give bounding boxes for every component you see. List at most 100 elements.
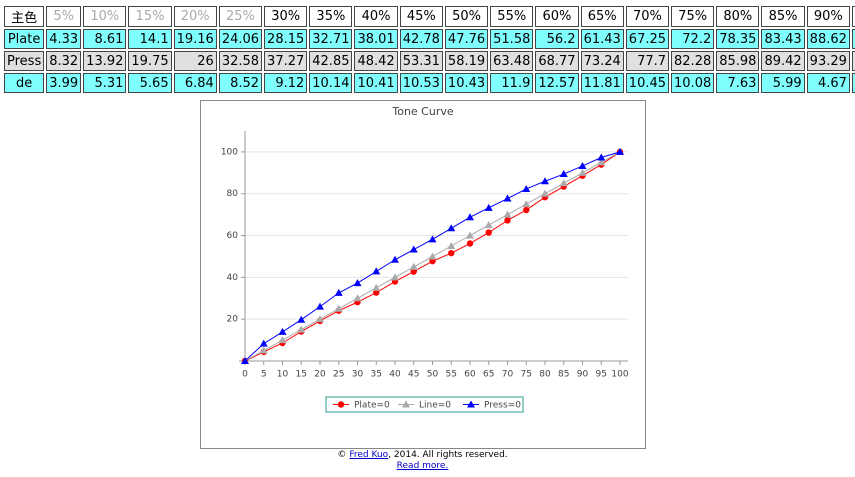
y-tick-label: 20 [227, 315, 239, 325]
table-cell: 11.9 [490, 73, 534, 93]
point [428, 252, 437, 260]
point [578, 161, 587, 169]
x-tick-label: 50 [427, 370, 439, 380]
table-cell: 9.12 [264, 73, 308, 93]
point [447, 224, 456, 232]
point [504, 217, 511, 224]
table-cell: 55% [490, 6, 534, 27]
table-cell: 4.67 [806, 73, 850, 93]
copyright-sign: © [337, 450, 347, 460]
table-cell: 10.53 [399, 73, 443, 93]
table-cell: 6.84 [173, 73, 217, 93]
point [259, 339, 268, 347]
table-cell: 95% [851, 6, 855, 27]
table-cell: 42.78 [399, 29, 443, 49]
point [616, 147, 624, 155]
table-cell: 37.27 [264, 51, 308, 71]
table-cell: 10.45 [625, 73, 670, 93]
point [316, 315, 324, 323]
point [522, 200, 531, 208]
x-tick-label: 0 [242, 370, 248, 380]
table-cell: 80% [716, 6, 760, 27]
table-cell: 78.35 [716, 29, 760, 49]
point [259, 346, 268, 354]
x-tick-label: 80 [539, 370, 551, 380]
x-tick-label: 35 [371, 370, 382, 380]
legend-marker [337, 401, 345, 408]
table-cell: 63.48 [490, 51, 534, 71]
point [372, 283, 381, 291]
table-cell: 5.65 [128, 73, 172, 93]
table-cell: 38.01 [354, 29, 398, 49]
read-more-link[interactable]: Read more. [396, 461, 449, 471]
x-tick-label: 30 [352, 370, 364, 380]
table-cell: 10.41 [354, 73, 398, 93]
point [559, 179, 568, 187]
x-tick-label: 90 [577, 370, 589, 380]
point [559, 170, 568, 178]
table-cell: 8.52 [218, 73, 263, 93]
table-cell: 72.2 [671, 29, 715, 49]
table-cell: 19.75 [128, 51, 172, 71]
table-cell: 13.92 [83, 51, 127, 71]
y-tick-label: 80 [227, 189, 239, 199]
x-tick-label: 40 [389, 370, 401, 380]
point [541, 189, 549, 197]
table-cell: de [4, 73, 45, 93]
table-row: Plate 4.33 8.61 14.1 19.16 24.06 28.15 32.71 38.… [4, 29, 855, 49]
data-table: 主色 5% 10% 15% 20% 25% 30% 35% 40% 45% 50% 55% 60% 65%… [2, 4, 855, 95]
table-cell: 42.85 [309, 51, 353, 71]
x-tick-label: 5 [261, 370, 267, 380]
y-tick-label: 40 [227, 273, 239, 283]
legend-marker [467, 400, 475, 408]
table-cell: 28.15 [264, 29, 308, 49]
point [391, 273, 399, 281]
x-tick-label: 100 [611, 370, 628, 380]
table-cell: 68.77 [535, 51, 579, 71]
x-tick-label: 75 [521, 370, 532, 380]
table-cell: Plate [4, 29, 45, 49]
table-cell: 24.06 [218, 29, 263, 49]
table-cell: 10% [83, 6, 127, 27]
legend-marker [402, 400, 410, 408]
legend-box [325, 396, 524, 413]
legend-label: Line=0 [419, 401, 451, 411]
table-cell: 67.25 [625, 29, 670, 49]
point [373, 289, 380, 296]
table-cell: 15% [128, 6, 172, 27]
copyright-text: , 2014. All rights reserved. [388, 450, 508, 460]
table-cell: 30% [264, 6, 308, 27]
point [316, 302, 324, 310]
legend-label: Plate=0 [354, 401, 390, 411]
point [522, 184, 531, 192]
table-cell: 85% [761, 6, 805, 27]
table-cell: 93.29 [806, 51, 850, 71]
point [409, 262, 418, 270]
point [597, 153, 606, 161]
point [466, 240, 474, 247]
point [391, 255, 399, 263]
x-tick-label: 10 [277, 370, 289, 380]
table-cell: 14.1 [128, 29, 172, 49]
x-tick-label: 55 [446, 370, 457, 380]
point [448, 249, 455, 257]
point [353, 294, 362, 302]
point [297, 315, 306, 323]
author-link[interactable]: Fred Kuo [349, 450, 389, 460]
point [597, 158, 606, 166]
table-cell: 65% [580, 6, 624, 27]
chart-frame: Tone Curve 20 40 60 80 100 0 5 10 15 20 25 30 35 40 45… [200, 100, 646, 449]
table-cell: 4.33 [46, 29, 82, 49]
table-cell: 32.71 [309, 29, 353, 49]
table-cell: 85.98 [716, 51, 760, 71]
point [428, 235, 437, 243]
table-cell: 75% [671, 6, 715, 27]
table-row: de 3.99 5.31 5.65 6.84 8.52 9.12 10.14 10.41 10.5… [4, 73, 855, 93]
table-cell: 60% [535, 6, 579, 27]
y-tick-label: 100 [221, 147, 238, 157]
table-cell: 8.32 [46, 51, 82, 71]
table-cell: 25% [218, 6, 263, 27]
point [241, 357, 249, 364]
legend-label: Press=0 [484, 401, 521, 411]
